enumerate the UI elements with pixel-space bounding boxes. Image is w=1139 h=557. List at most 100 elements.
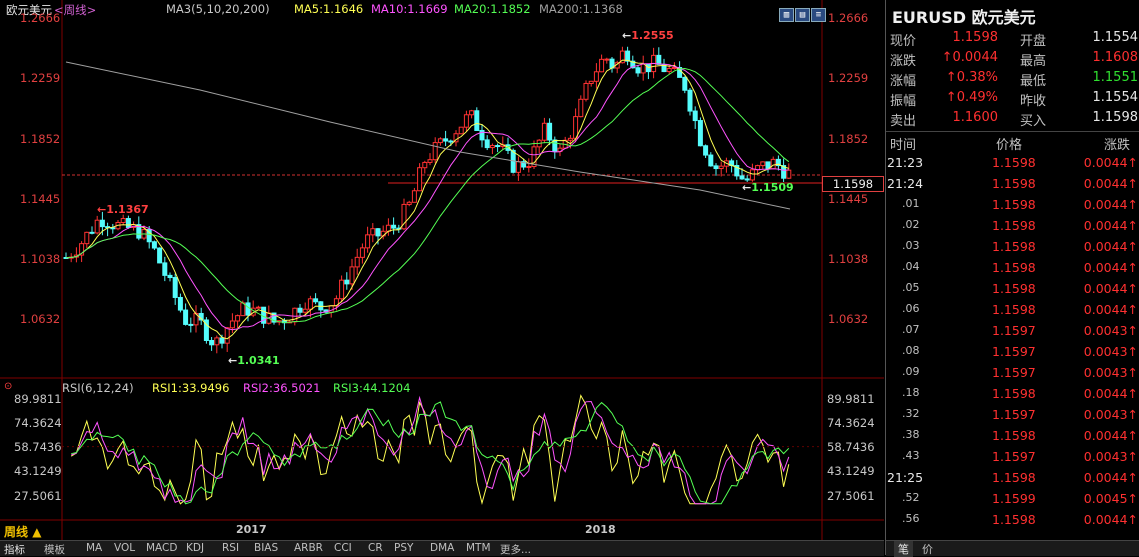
- quote-label: 涨跌: [890, 54, 917, 69]
- price-axis-label: 1.2666: [20, 11, 61, 25]
- ma20-value: MA20:1.1852: [454, 2, 531, 16]
- candle-body: [448, 140, 454, 143]
- tick-row: 21:25 1.1598 0.0044↑: [886, 467, 1139, 488]
- candle-body: [671, 67, 677, 70]
- toolbar-item[interactable]: VOL: [114, 542, 136, 554]
- quote-label: 卖出: [890, 114, 917, 129]
- candle-body: [162, 262, 168, 276]
- toolbar-item[interactable]: 指标: [4, 544, 25, 556]
- candle-body: [583, 82, 589, 100]
- year-label: 2018: [585, 523, 616, 536]
- tick-change: 0.0044↑: [1083, 218, 1138, 233]
- kline-chart[interactable]: [0, 0, 884, 540]
- toolbar-item[interactable]: ARBR: [294, 542, 323, 554]
- year-label: 2017: [236, 523, 267, 536]
- toolbar-item[interactable]: MA: [86, 542, 103, 554]
- ma20-line: [65, 67, 790, 323]
- candle-body: [531, 146, 537, 168]
- candle-body: [125, 218, 131, 228]
- right-rsi-axis-label: 58.7436: [827, 440, 875, 454]
- tab-trades[interactable]: 笔: [894, 541, 913, 557]
- panel-title-text: EURUSD 欧元美元: [892, 8, 1036, 27]
- tick-time: .04: [902, 260, 920, 273]
- current-price-box: 1.1598: [822, 176, 884, 192]
- tab-price[interactable]: 价: [922, 543, 933, 556]
- candle-body: [703, 145, 709, 156]
- candle-body: [406, 201, 412, 205]
- chart-area[interactable]: [0, 0, 884, 540]
- candle-body: [422, 161, 428, 169]
- rsi1-value: RSI1:33.9496: [152, 381, 230, 395]
- candle-body: [781, 165, 787, 179]
- candle-body: [307, 298, 313, 310]
- tick-price: 1.1598: [992, 386, 1036, 401]
- candle-body: [749, 169, 755, 181]
- candle-body: [401, 203, 407, 230]
- candle-body: [697, 120, 703, 147]
- price-axis-label: 1.1445: [20, 192, 61, 206]
- rsi3-value: RSI3:44.1204: [333, 381, 411, 395]
- tick-time: .09: [902, 365, 920, 378]
- ma5-value: MA5:1.1646: [294, 2, 364, 16]
- toolbar-item[interactable]: CR: [368, 542, 383, 554]
- right-rsi-axis-label: 27.5061: [827, 489, 875, 503]
- period-selector[interactable]: 周线 ▲: [4, 523, 41, 540]
- tick-change: 0.0045↑: [1083, 491, 1138, 506]
- tick-price: 1.1598: [992, 470, 1036, 485]
- annotation-peak: ←1.2555: [622, 29, 674, 42]
- price-axis-label: 1.2259: [20, 71, 61, 85]
- candle-body: [656, 54, 662, 65]
- candle-body: [739, 175, 745, 180]
- candle-body: [344, 279, 350, 285]
- price-axis-label: 1.0632: [20, 312, 61, 326]
- annotation-recent-low: ←1.1509: [742, 181, 794, 194]
- quote-label: 涨幅: [890, 74, 917, 89]
- quote-row: 卖出 1.1600 买入 1.1598: [886, 108, 1139, 129]
- toolbar-item[interactable]: DMA: [430, 542, 455, 554]
- quote-value: ↑0.49%: [945, 90, 998, 105]
- toolbar-item[interactable]: RSI: [222, 542, 240, 554]
- candle-body: [526, 166, 532, 169]
- candle-body: [469, 110, 475, 116]
- toolbar-item[interactable]: PSY: [394, 542, 414, 554]
- tick-time: .32: [902, 407, 920, 420]
- quote-label: 买入: [1020, 114, 1047, 129]
- candle-body: [411, 190, 417, 203]
- tick-time: .08: [902, 344, 920, 357]
- candle-body: [437, 138, 443, 144]
- tick-row: .56 1.1598 0.0044↑: [886, 509, 1139, 530]
- tick-price: 1.1598: [992, 260, 1036, 275]
- candle-body: [687, 89, 693, 112]
- ma200-line: [65, 61, 791, 210]
- toolbar-item[interactable]: 更多...: [500, 544, 532, 556]
- tick-row: 21:23 1.1598 0.0044↑: [886, 152, 1139, 173]
- rsi2-line: [71, 395, 790, 505]
- candle-body: [240, 302, 246, 317]
- tick-row: .02 1.1598 0.0044↑: [886, 215, 1139, 236]
- right-rsi-axis-label: 74.3624: [827, 416, 875, 430]
- tick-row: 21:24 1.1598 0.0044↑: [886, 173, 1139, 194]
- candle-body: [495, 145, 501, 148]
- toolbar-item[interactable]: CCI: [334, 542, 352, 554]
- candle-body: [84, 231, 90, 245]
- menu-icon[interactable]: ≡: [811, 8, 826, 22]
- split-icon[interactable]: ▤: [795, 8, 810, 22]
- right-rsi-axis-label: 43.1249: [827, 464, 875, 478]
- tick-time: .07: [902, 323, 920, 336]
- quote-value: 1.1608: [1092, 50, 1139, 65]
- right-price-axis-label: 1.2666: [828, 11, 869, 25]
- tick-change: 0.0044↑: [1083, 260, 1138, 275]
- candle-body: [79, 243, 85, 256]
- tile-icon[interactable]: ▥: [779, 8, 794, 22]
- toolbar-item[interactable]: KDJ: [186, 542, 205, 554]
- candle-body: [619, 50, 625, 64]
- tick-row: .32 1.1597 0.0043↑: [886, 404, 1139, 425]
- rsi-axis-label: 43.1249: [14, 464, 62, 478]
- toolbar-item[interactable]: MACD: [146, 542, 178, 554]
- toolbar-item[interactable]: MTM: [466, 542, 491, 554]
- toolbar-item[interactable]: BIAS: [254, 542, 279, 554]
- right-price-axis-label: 1.1038: [828, 252, 869, 266]
- toolbar-item[interactable]: 模板: [44, 544, 65, 556]
- quote-label: 最低: [1020, 74, 1047, 89]
- annotation-low: ←1.0341: [228, 354, 280, 367]
